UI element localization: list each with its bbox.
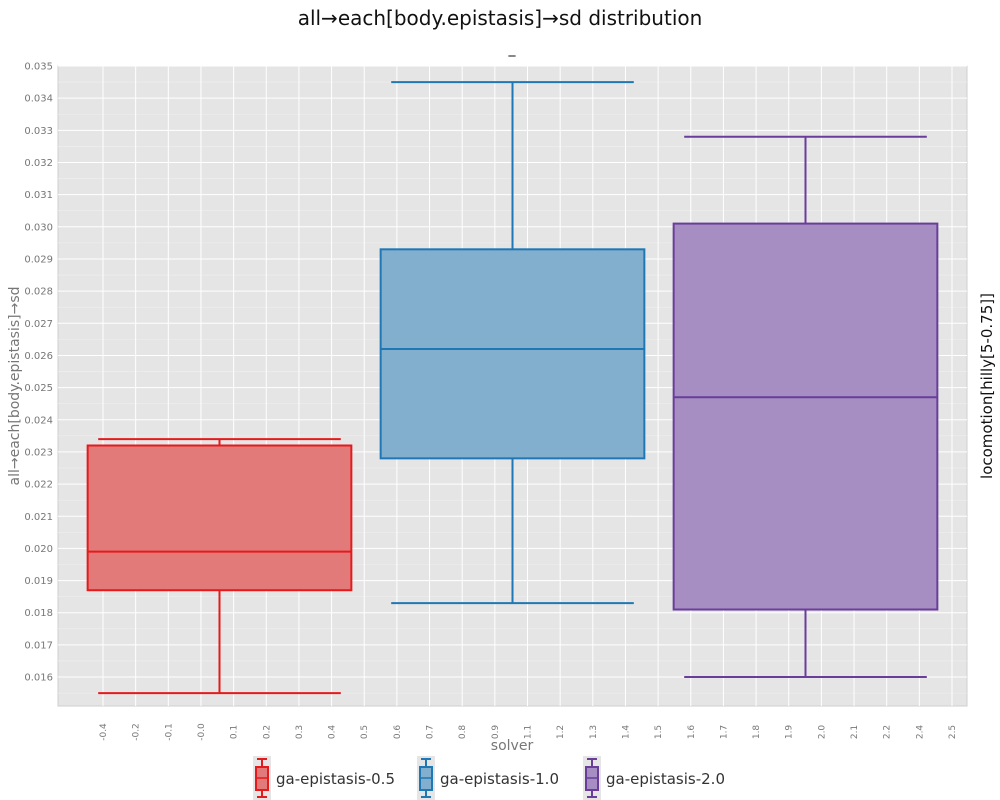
- x-tick-label: 1.2: [556, 725, 566, 739]
- x-axis-label: solver: [491, 738, 534, 754]
- y-tick-label: 0.028: [24, 287, 53, 298]
- x-tick-label: 0.1: [230, 725, 240, 739]
- legend-label: ga-epistasis-0.5: [276, 770, 395, 788]
- y-axis-label: all→each[body.epistasis]→sd: [7, 287, 23, 486]
- legend-item-ga-epistasis-1.0: ga-epistasis-1.0: [417, 756, 559, 800]
- iqr-box: [86, 444, 353, 592]
- x-tick-label: 0.5: [360, 725, 370, 739]
- x-tick-label: 1.6: [687, 725, 697, 740]
- legend-item-ga-epistasis-0.5: ga-epistasis-0.5: [253, 756, 395, 800]
- y-tick-label: 0.030: [24, 222, 53, 233]
- x-tick-label: 0.3: [295, 725, 305, 739]
- legend-label: ga-epistasis-2.0: [606, 770, 725, 788]
- y-tick-label: 0.024: [24, 415, 53, 426]
- y-tick-label: 0.033: [24, 126, 53, 137]
- facet-label: locomotion[hilly[5-0.75]]: [978, 293, 996, 479]
- chart-title: all→each[body.epistasis]→sd distribution: [298, 6, 703, 30]
- chart-subtitle: _: [508, 41, 517, 57]
- x-tick-label: 0.7: [426, 725, 436, 739]
- x-tick-label: 1.8: [752, 725, 762, 740]
- x-tick-label: -0.0: [197, 723, 207, 741]
- x-tick-label: 0.2: [262, 725, 272, 739]
- x-tick-label: 1.4: [621, 725, 631, 740]
- x-tick-label: 2.2: [883, 725, 893, 739]
- y-tick-label: 0.018: [24, 608, 53, 619]
- box-ga-epistasis-2.0: [672, 135, 939, 679]
- y-tick-label: 0.025: [24, 383, 53, 394]
- x-tick-label: 0.9: [491, 725, 501, 740]
- x-axis-ticks: -0.4 -0.2 -0.1 -0.0 0.1 0.2 0.3 0.4 0.5 0.6 0.7 0.8…: [99, 723, 958, 741]
- x-tick-label: 1.1: [524, 725, 534, 739]
- y-tick-label: 0.017: [24, 640, 53, 651]
- box-ga-epistasis-1.0: [379, 81, 646, 605]
- x-tick-label: 1.5: [654, 725, 664, 739]
- y-tick-label: 0.034: [24, 94, 53, 105]
- iqr-box: [379, 248, 646, 460]
- x-tick-label: 2.1: [850, 725, 860, 739]
- legend-item-ga-epistasis-2.0: ga-epistasis-2.0: [583, 756, 725, 800]
- y-tick-label: 0.026: [24, 351, 53, 362]
- y-axis-ticks: 0.016 0.017 0.018 0.019 0.020 0.021 0.022 0.023…: [24, 62, 53, 684]
- y-tick-label: 0.021: [24, 512, 53, 523]
- x-tick-label: 1.7: [719, 725, 729, 739]
- x-tick-label: 0.8: [458, 725, 468, 740]
- x-tick-label: -0.4: [99, 723, 109, 741]
- legend: ga-epistasis-0.5 ga-epistasis-1.0 ga-epist…: [253, 756, 725, 800]
- y-tick-label: 0.023: [24, 447, 53, 458]
- iqr-box: [672, 222, 939, 611]
- y-tick-label: 0.029: [24, 254, 53, 265]
- y-tick-label: 0.016: [24, 673, 53, 684]
- y-tick-label: 0.031: [24, 190, 53, 201]
- y-tick-label: 0.035: [24, 62, 53, 73]
- box-series: [86, 81, 939, 695]
- x-tick-label: 0.6: [393, 725, 403, 740]
- x-tick-label: 2.0: [817, 725, 827, 740]
- x-tick-label: 1.9: [785, 725, 795, 740]
- x-tick-label: -0.2: [132, 723, 142, 741]
- y-tick-label: 0.022: [24, 480, 53, 491]
- y-tick-label: 0.020: [24, 544, 53, 555]
- x-tick-label: 1.3: [589, 725, 599, 739]
- x-tick-label: 2.5: [948, 725, 958, 739]
- box-ga-epistasis-0.5: [86, 438, 353, 695]
- x-tick-label: -0.1: [164, 723, 174, 741]
- legend-label: ga-epistasis-1.0: [440, 770, 559, 788]
- y-tick-label: 0.032: [24, 158, 53, 169]
- x-tick-label: 2.4: [915, 725, 925, 740]
- y-tick-label: 0.027: [24, 319, 53, 330]
- y-tick-label: 0.019: [24, 576, 53, 587]
- x-tick-label: 0.4: [328, 725, 338, 740]
